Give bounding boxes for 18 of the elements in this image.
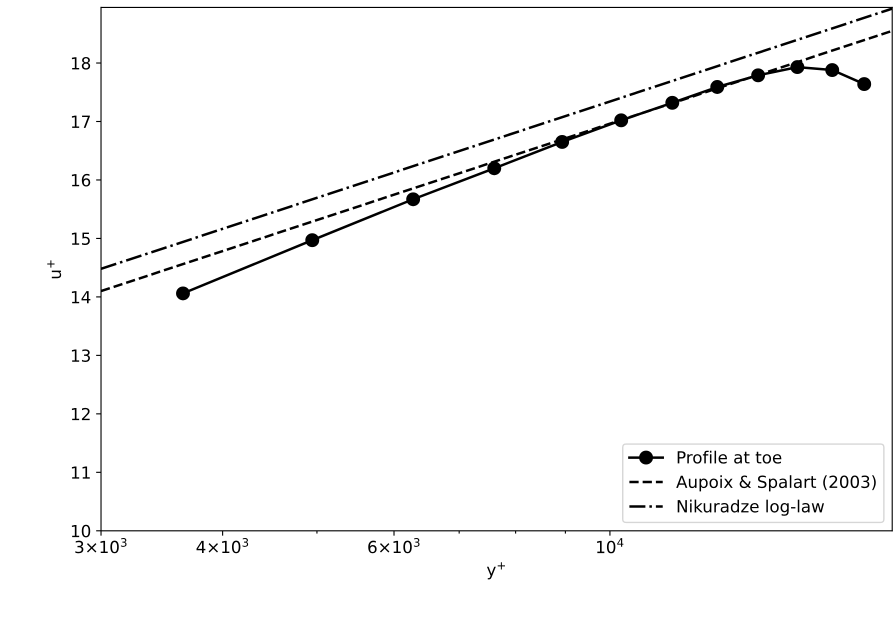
y-tick-label: 13 (72, 349, 90, 362)
legend-label: Profile at toe (678, 450, 782, 464)
y-axis-title: u$^{+}$ (47, 260, 62, 278)
y-tick-label: 16 (72, 174, 90, 187)
x-tick-label: 10$^{4}$ (597, 538, 624, 554)
y-tick-label: 15 (72, 232, 90, 246)
x-tick-label: 3×10$^{3}$ (75, 538, 127, 554)
x-tick-label: 4×10$^{3}$ (196, 538, 248, 554)
x-tick-label: 6×10$^{3}$ (368, 538, 420, 554)
y-tick-label: 17 (72, 116, 90, 128)
y-tick-label: 14 (72, 291, 90, 304)
y-tick-label: 10 (72, 524, 90, 538)
y-tick-label: 12 (72, 408, 90, 420)
y-tick-label: 18 (72, 56, 90, 70)
x-axis-title: y$^{+}$ (486, 562, 506, 580)
y-tick-label: 11 (72, 466, 90, 479)
legend-label: Nikuradze log-law (678, 500, 824, 516)
legend-label: Aupoix & Spalart (2003) (676, 475, 876, 492)
